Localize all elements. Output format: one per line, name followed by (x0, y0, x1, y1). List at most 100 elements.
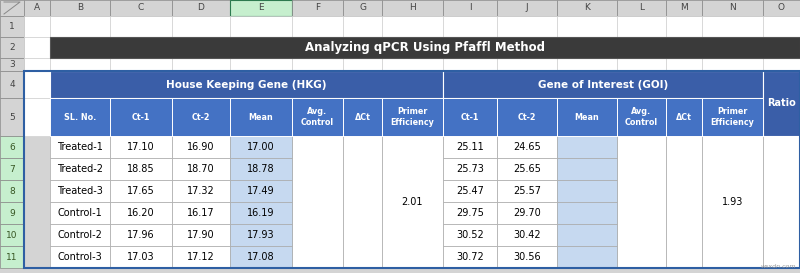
Text: N: N (729, 4, 736, 13)
Bar (50, 136, 110, 158)
Text: Treated-2: Treated-2 (57, 164, 103, 174)
Text: E: E (258, 4, 264, 13)
Text: 29.70: 29.70 (513, 208, 541, 218)
Bar (172, 136, 230, 158)
Bar (110, 98, 172, 136)
Text: Control-3: Control-3 (58, 252, 102, 262)
Text: 16.19: 16.19 (247, 208, 274, 218)
Text: B: B (77, 4, 83, 13)
Bar (110, 180, 172, 202)
Text: 25.11: 25.11 (456, 142, 484, 152)
Bar (443, 98, 497, 136)
Bar (50, 224, 110, 246)
Bar (382, 58, 443, 71)
Text: Mean: Mean (249, 112, 274, 121)
Text: Ct-1: Ct-1 (132, 112, 150, 121)
Text: I: I (469, 4, 471, 13)
Bar (497, 136, 557, 158)
Bar (763, 136, 800, 268)
Text: Treated-3: Treated-3 (57, 186, 103, 196)
Text: 18.85: 18.85 (127, 164, 155, 174)
Bar (0, 246, 24, 268)
Text: 3: 3 (9, 60, 15, 69)
Bar (443, 0, 497, 16)
Text: 16.17: 16.17 (187, 208, 215, 218)
Bar (230, 180, 292, 202)
Bar (110, 0, 172, 16)
Bar (0, 58, 24, 71)
Bar (497, 202, 557, 224)
Text: Ratio: Ratio (767, 99, 796, 108)
Bar (24, 37, 50, 58)
Bar (497, 180, 557, 202)
Bar (666, 16, 702, 37)
Bar (50, 0, 110, 16)
Bar (172, 224, 230, 246)
Text: C: C (138, 4, 144, 13)
Bar (24, 0, 50, 16)
Text: Ct-1: Ct-1 (461, 112, 479, 121)
Bar (497, 246, 557, 268)
Bar (0, 180, 24, 202)
Text: 30.52: 30.52 (456, 230, 484, 240)
Bar (50, 37, 800, 58)
Bar (230, 158, 292, 180)
Bar (666, 0, 702, 16)
Bar (110, 224, 172, 246)
Text: 17.00: 17.00 (247, 142, 275, 152)
Bar (172, 202, 230, 224)
Text: House Keeping Gene (HKG): House Keeping Gene (HKG) (166, 79, 326, 90)
Text: 16.90: 16.90 (187, 142, 214, 152)
Text: K: K (584, 4, 590, 13)
Bar (50, 202, 110, 224)
Bar (0, 0, 24, 16)
Text: Ct-2: Ct-2 (518, 112, 536, 121)
Bar (443, 71, 763, 98)
Bar (617, 98, 666, 136)
Text: 30.56: 30.56 (513, 252, 541, 262)
Bar (24, 98, 50, 136)
Text: 24.65: 24.65 (513, 142, 541, 152)
Text: 4: 4 (9, 80, 15, 89)
Bar (50, 58, 110, 71)
Text: Primer
Efficiency: Primer Efficiency (390, 107, 434, 127)
Text: 30.72: 30.72 (456, 252, 484, 262)
Bar (172, 16, 230, 37)
Bar (50, 180, 110, 202)
Bar (557, 246, 617, 268)
Text: 5: 5 (9, 112, 15, 121)
Text: 8: 8 (9, 186, 15, 195)
Text: Control-1: Control-1 (58, 208, 102, 218)
Bar (617, 0, 666, 16)
Bar (557, 180, 617, 202)
Bar (230, 0, 292, 16)
Bar (497, 58, 557, 71)
Text: Analyzing qPCR Using Pfaffl Method: Analyzing qPCR Using Pfaffl Method (305, 41, 545, 54)
Bar (0, 37, 24, 58)
Bar (50, 246, 110, 268)
Bar (702, 58, 763, 71)
Text: M: M (680, 4, 688, 13)
Bar (292, 58, 343, 71)
Text: 11: 11 (6, 253, 18, 262)
Bar (382, 0, 443, 16)
Bar (557, 16, 617, 37)
Bar (110, 246, 172, 268)
Bar (110, 58, 172, 71)
Bar (50, 71, 443, 98)
Bar (172, 158, 230, 180)
Bar (292, 0, 343, 16)
Text: 6: 6 (9, 143, 15, 152)
Text: 17.65: 17.65 (127, 186, 155, 196)
Text: ΔCt: ΔCt (676, 112, 692, 121)
Bar (497, 158, 557, 180)
Bar (0, 71, 24, 98)
Text: Ct-2: Ct-2 (192, 112, 210, 121)
Text: 1.93: 1.93 (722, 197, 743, 207)
Bar (24, 16, 50, 37)
Bar (24, 71, 50, 98)
Bar (343, 0, 382, 16)
Text: 2: 2 (9, 43, 15, 52)
Bar (557, 58, 617, 71)
Bar (763, 58, 800, 71)
